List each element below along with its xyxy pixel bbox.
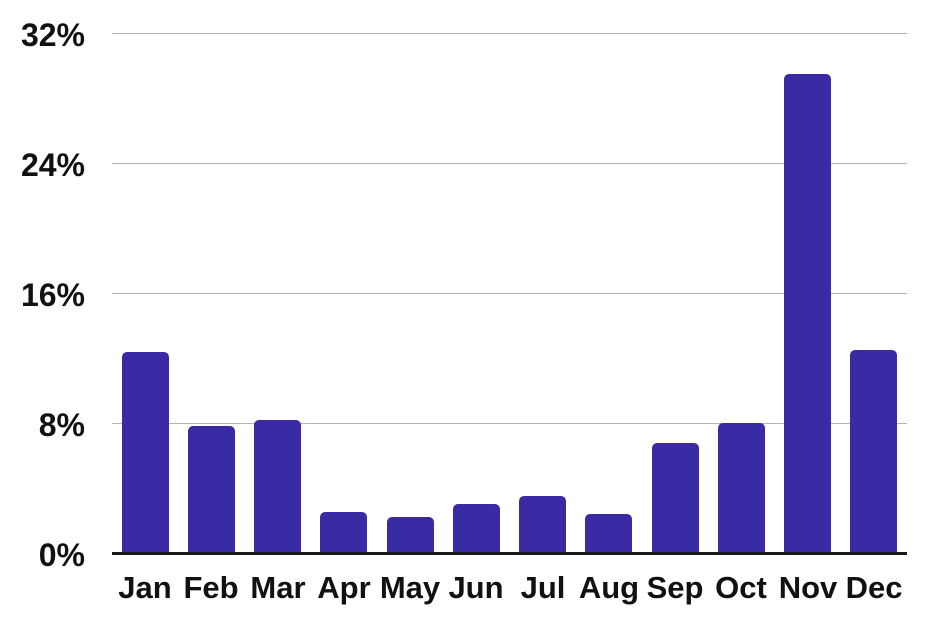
x-axis-label-aug: Aug <box>578 570 640 605</box>
x-axis-label-may: May <box>379 570 441 605</box>
y-gridline <box>112 33 907 34</box>
x-axis-label-dec: Dec <box>845 570 903 605</box>
y-axis-tick-label: 16% <box>20 277 85 313</box>
x-axis-label-sep: Sep <box>646 570 704 605</box>
bar-mar <box>254 420 301 553</box>
bar-feb <box>188 426 235 553</box>
x-axis-label-apr: Apr <box>317 570 371 605</box>
x-axis-label-jan: Jan <box>118 570 172 605</box>
bar-sep <box>652 443 699 554</box>
y-gridline <box>112 293 907 294</box>
x-axis-label-mar: Mar <box>250 570 306 605</box>
x-axis-label-oct: Oct <box>715 570 767 605</box>
x-axis-label-jul: Jul <box>520 570 566 605</box>
bar-may <box>387 517 434 553</box>
bar-jan <box>122 352 169 554</box>
y-gridline <box>112 163 907 164</box>
y-axis-tick-label: 32% <box>20 17 85 53</box>
y-axis-tick-label: 8% <box>38 407 85 443</box>
bar-apr <box>320 512 367 553</box>
x-axis-label-nov: Nov <box>778 570 838 605</box>
bar-jun <box>453 504 500 553</box>
bar-dec <box>850 350 897 553</box>
bar-aug <box>585 514 632 553</box>
y-axis-tick-label: 0% <box>38 537 85 573</box>
bar-nov <box>784 74 831 553</box>
y-axis-tick-label: 24% <box>20 147 85 183</box>
x-axis-label-feb: Feb <box>183 570 239 605</box>
bar-oct <box>718 423 765 553</box>
bar-jul <box>519 496 566 553</box>
y-gridline <box>112 423 907 424</box>
x-axis-baseline <box>112 552 907 555</box>
x-axis-label-jun: Jun <box>448 570 504 605</box>
